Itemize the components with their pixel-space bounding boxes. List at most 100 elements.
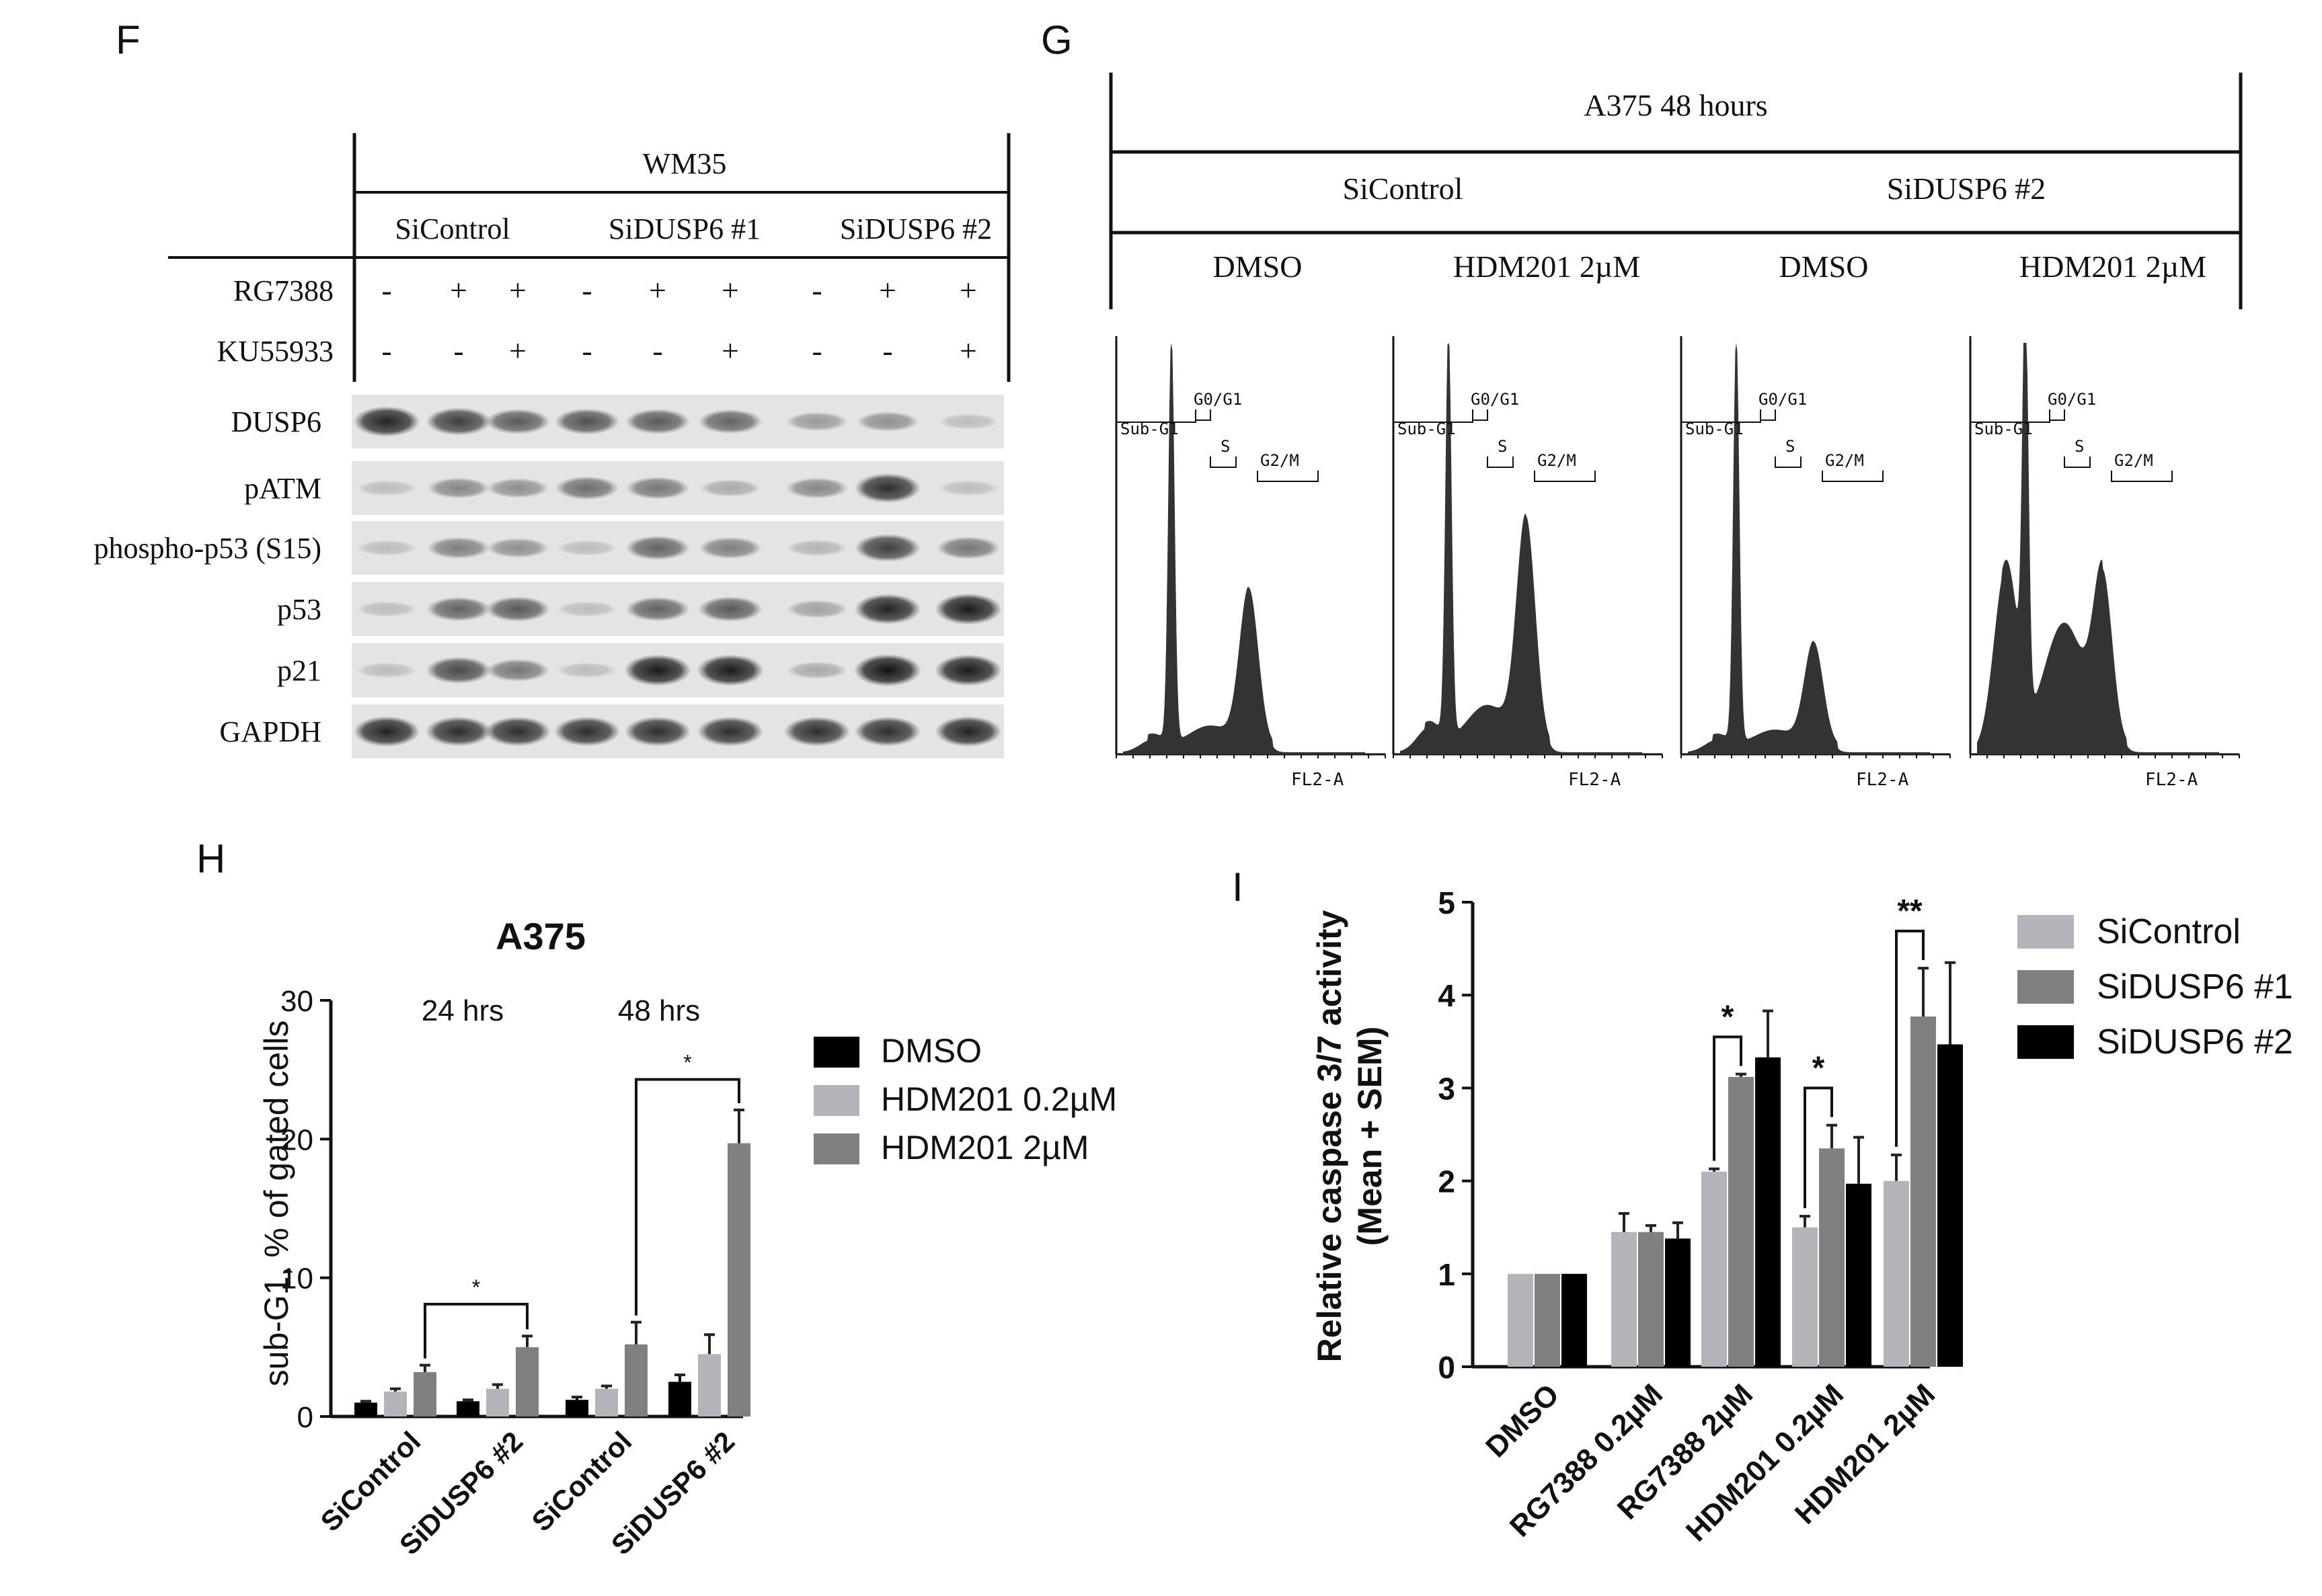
treatment-sign: - [582, 333, 592, 368]
legend-swatch [2017, 970, 2074, 1004]
protein-band [555, 476, 619, 500]
x-tick-label: DMSO [1479, 1378, 1565, 1464]
y-axis-label-line: Relative caspase 3/7 activity [1311, 910, 1348, 1362]
bar [414, 1371, 436, 1417]
gate-label: Sub-G1 [1685, 420, 1744, 438]
protein-band [854, 594, 921, 625]
protein-band [353, 716, 420, 747]
gate-label: Sub-G1 [1974, 420, 2033, 438]
bar [1665, 1238, 1691, 1367]
bar [1846, 1183, 1871, 1367]
bar [1535, 1273, 1560, 1367]
gate-label: G0/G1 [1194, 390, 1242, 409]
bar [668, 1382, 691, 1417]
protein-band [486, 409, 550, 434]
gate-label: Sub-G1 [1397, 420, 1456, 438]
time-label: 48 hrs [618, 994, 700, 1027]
blot-label: GAPDH [219, 715, 321, 748]
legend-label: DMSO [881, 1032, 982, 1070]
treatment-sign: - [381, 273, 391, 307]
treatment-sign: + [879, 273, 896, 307]
protein-band [486, 538, 549, 558]
bar [1508, 1273, 1533, 1367]
gate-marker [1487, 456, 1514, 468]
protein-band [937, 480, 999, 496]
legend-label: SiDUSP6 #2 [2097, 1023, 2293, 1062]
protein-band [556, 662, 618, 678]
gate-marker [1775, 456, 1802, 468]
gate-marker [1257, 471, 1319, 482]
protein-band [426, 407, 492, 436]
histogram-curve [1123, 343, 1365, 754]
significance-label: ** [1897, 893, 1923, 929]
western-blot-panel: WM35 SiControl SiDUSP6 #1 SiDUSP6 #2 RG7… [93, 133, 1011, 758]
protein-band [699, 536, 762, 559]
bar [1937, 1044, 1963, 1367]
blot-label: pATM [244, 472, 321, 505]
x-axis-label: FL2-A [1291, 770, 1344, 790]
protein-band [786, 600, 848, 619]
protein-band [486, 596, 550, 622]
protein-band [935, 654, 1002, 686]
y-axis-label: sub-G1, % of gated cells [258, 1021, 295, 1387]
chart-h: A375 24 hrs 48 hrs sub-G1, % of gated ce… [258, 915, 1117, 1561]
gate-marker [1195, 409, 1211, 421]
significance-bracket [635, 1078, 740, 1316]
y-tick-label: 1 [1438, 1257, 1455, 1292]
protein-band [353, 406, 420, 437]
protein-band [698, 409, 763, 434]
bar [516, 1347, 539, 1417]
legend-swatch [814, 1037, 859, 1068]
treatment-sign: + [722, 273, 739, 307]
panel-f-letter: F [116, 17, 141, 63]
legend-swatch [2017, 915, 2074, 949]
gate-label: G2/M [2114, 451, 2153, 470]
bar [1755, 1057, 1781, 1367]
significance-bracket [1895, 929, 1925, 1147]
significance-label: * [472, 1275, 480, 1300]
panel-g-title: A375 48 hours [1584, 88, 1767, 122]
gate-label: Sub-G1 [1120, 420, 1179, 438]
gate-marker [1472, 409, 1488, 421]
group-label: SiControl [395, 212, 510, 245]
significance-label: * [683, 1051, 691, 1075]
y-axis-label: Relative caspase 3/7 activity(Mean + SEM… [1311, 910, 1389, 1362]
gate-marker [2111, 471, 2173, 482]
bar [566, 1400, 588, 1417]
bar [457, 1401, 479, 1417]
gate-label: S [1221, 437, 1230, 456]
chart-title: A375 [496, 915, 586, 957]
gate-label: G0/G1 [1471, 390, 1519, 409]
bar [384, 1391, 407, 1417]
blot-label: phospho-p53 (S15) [93, 532, 321, 565]
protein-band [486, 478, 549, 498]
y-tick-label: 5 [1438, 885, 1455, 920]
protein-band [854, 654, 921, 686]
protein-band [935, 593, 1002, 625]
gate-label: G0/G1 [1758, 390, 1807, 409]
treatment-sign: + [960, 273, 977, 307]
gate-label: G0/G1 [2048, 390, 2096, 409]
group-label: SiControl [1343, 171, 1463, 206]
significance-bracket [1713, 1035, 1742, 1161]
protein-band [854, 716, 921, 747]
blot-label: DUSP6 [231, 405, 322, 438]
condition-label: DMSO [1213, 249, 1303, 284]
protein-band [554, 408, 620, 435]
protein-band [697, 654, 764, 686]
protein-band [937, 413, 999, 430]
flow-cytometry-panel: A375 48 hours SiControl SiDUSP6 #2 DMSO … [1109, 73, 2243, 790]
bar [1910, 1016, 1936, 1367]
bar [698, 1354, 721, 1417]
treatment-sign: + [649, 273, 666, 307]
protein-band [785, 411, 849, 432]
y-tick-label: 4 [1438, 978, 1455, 1013]
protein-band [786, 662, 848, 679]
bar [1884, 1181, 1909, 1367]
y-tick-label: 10 [280, 1263, 313, 1295]
legend-swatch [814, 1133, 859, 1164]
treatment-sign: - [812, 273, 822, 307]
chart-i: 0 1 2 3 4 5 Relative caspase 3/7 activity(Mean… [1311, 885, 2293, 1548]
protein-band [427, 536, 490, 559]
condition-label: DMSO [1779, 249, 1869, 284]
